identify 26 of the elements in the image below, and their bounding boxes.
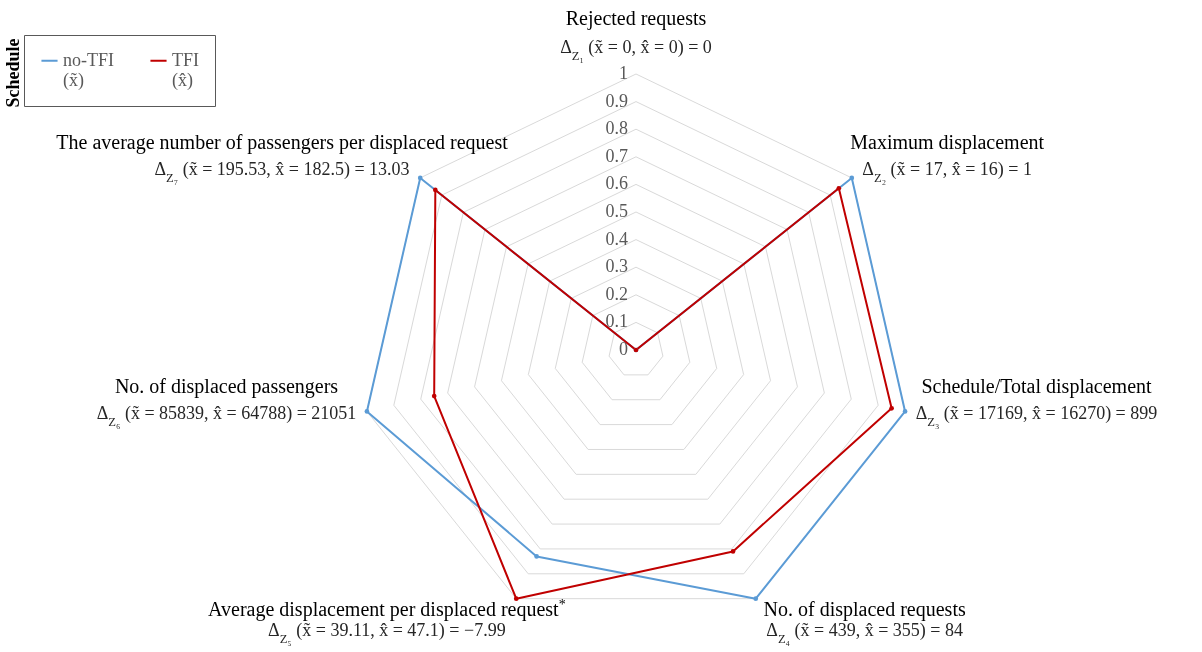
text: Δ$_{Z₆}$ (x̃ = 85839, x̂ = 64788) = 21051 (96, 403, 357, 430)
legend-title: Schedule (3, 38, 23, 108)
y-tick-label: 1 (619, 63, 628, 83)
y-tick-label: 0.5 (605, 201, 628, 221)
legend-label: no-TFI (x̃) (63, 49, 114, 91)
spoke-label: The average number of passengers per displaced request (56, 131, 509, 155)
spoke-label: No. of displaced requests (763, 597, 966, 621)
spoke-label: Average displacement per displaced request$^{*}$ (208, 596, 566, 621)
text: Δ$_{Z₂}$ (x̃ = 17, x̂ = 16) = 1 (862, 159, 1032, 186)
legend-label: TFI (x̂) (172, 49, 200, 91)
spoke-label: Rejected requests (565, 7, 707, 30)
y-tick-label: 0.2 (605, 283, 628, 304)
spoke-label: Schedule/Total displacement (921, 375, 1153, 399)
y-tick-label: 0.9 (605, 90, 628, 111)
y-tick-label: 0.3 (605, 256, 628, 277)
y-tick-label: 0.8 (605, 118, 628, 139)
y-tick-label: 0 (619, 339, 628, 359)
text: Δ$_{Z₇}$ (x̃ = 195.53, x̂ = 182.5) = 13.03 (154, 159, 410, 186)
spoke-label: Maximum displacement (850, 131, 1045, 155)
spoke-label: No. of displaced passengers (114, 375, 339, 399)
text: Δ$_{Z₁}$ (x̃ = 0, x̂ = 0) = 0 (560, 37, 712, 63)
y-tick-label: 0.4 (605, 228, 628, 249)
y-tick-label: 0.7 (605, 145, 628, 166)
y-tick-label: 0.6 (605, 173, 628, 194)
y-tick-label: 0.1 (605, 311, 628, 332)
text: Δ$_{Z₃}$ (x̃ = 17169, x̂ = 16270) = 899 (915, 403, 1158, 430)
